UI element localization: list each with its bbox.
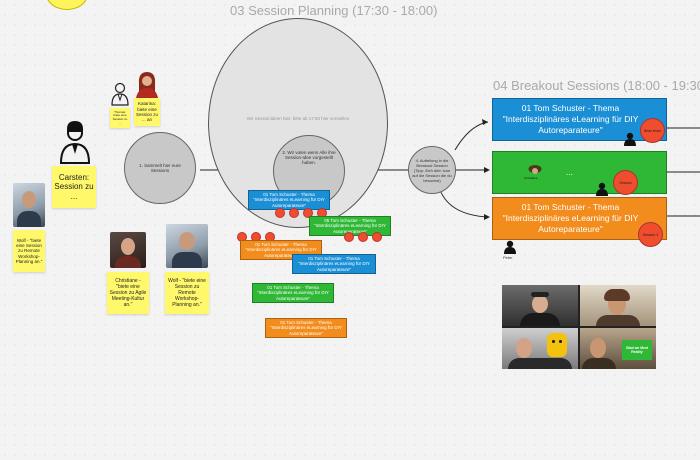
- breakout-row-2-text: ...: [565, 166, 574, 177]
- video-tile-4: Glad we Meet Reality: [580, 328, 656, 369]
- sticky-wolf-left[interactable]: Wolf - "biete eine Session zu Remote Wor…: [13, 230, 45, 272]
- person-icon-thomas[interactable]: [110, 82, 130, 106]
- photo-christiane: [110, 232, 146, 268]
- photo-wolf-left: [13, 183, 45, 227]
- sticky-christiane[interactable]: Christiane - "biete eine Session zu Agil…: [107, 272, 149, 314]
- session-badge-1[interactable]: Brian team: [640, 118, 665, 143]
- session-card-4[interactable]: 01 Tom Schuster - Thema "Interdisziplinä…: [292, 254, 376, 274]
- video-tile-2: [580, 285, 656, 326]
- user-icon[interactable]: [596, 182, 608, 196]
- session-card-6[interactable]: 01 Tom Schuster - Thema "Interdisziplinä…: [265, 318, 347, 338]
- christiane-avatar-label: Christiane: [524, 176, 538, 180]
- peter-label: Peter: [503, 255, 513, 260]
- flow-circle-voten-text: 2. Wir voten wenn Alle ihre Session-Idee…: [282, 149, 336, 165]
- photo-wolf-mid: [166, 224, 208, 268]
- breakout-row-2[interactable]: ...: [492, 151, 667, 194]
- session-pool-text: Wir Sessionideen hier, bitte ab 17:50 hi…: [246, 115, 350, 121]
- sticky-carsten[interactable]: Carsten: Session zu ...: [52, 166, 96, 208]
- session-badge-2[interactable]: Session: [613, 170, 638, 195]
- avatar-katarina[interactable]: [136, 72, 158, 98]
- vote-dot[interactable]: [275, 208, 285, 218]
- breakout-row-1-text: 01 Tom Schuster - Thema "Interdisziplinä…: [502, 102, 639, 136]
- breakout-row-1[interactable]: 01 Tom Schuster - Thema "Interdisziplinä…: [492, 98, 667, 141]
- person-icon-carsten[interactable]: [58, 120, 92, 164]
- vote-dot[interactable]: [289, 208, 299, 218]
- breakout-row-3[interactable]: 01 Tom Schuster - Thema "Interdisziplinä…: [492, 197, 667, 240]
- vote-dot[interactable]: [303, 208, 313, 218]
- video-tile-3: [502, 328, 578, 369]
- christiane-avatar-icon[interactable]: [528, 164, 542, 176]
- session-card-5[interactable]: 01 Tom Schuster - Thema "Interdisziplinä…: [252, 283, 334, 303]
- section-title-session-planning: 03 Session Planning (17:30 - 18:00): [230, 3, 438, 18]
- user-icon-peter[interactable]: [504, 240, 516, 254]
- video-grid: Glad we Meet Reality: [502, 285, 656, 369]
- breakout-row-3-text: 01 Tom Schuster - Thema "Interdisziplinä…: [502, 201, 639, 235]
- section-title-breakout-sessions: 04 Breakout Sessions (18:00 - 19:30): [493, 78, 700, 93]
- vote-dot[interactable]: [372, 232, 382, 242]
- vote-dot[interactable]: [358, 232, 368, 242]
- user-icon[interactable]: [624, 132, 636, 146]
- session-card-1[interactable]: 01 Tom Schuster - Thema "Interdisziplinä…: [248, 190, 330, 210]
- flow-circle-sammelt[interactable]: 1. Sammelt hier eure Sessions: [124, 132, 196, 204]
- video-sign: Glad we Meet Reality: [622, 340, 652, 360]
- sticky-katarina[interactable]: Katarina: biete eine Session zu ... an: [134, 98, 160, 126]
- flow-circle-aufteilung[interactable]: 4. Aufteilung in die Breakout Session (T…: [408, 146, 456, 194]
- flow-circle-aufteilung-text: 4. Aufteilung in die Breakout Session (T…: [412, 157, 452, 183]
- vote-dot[interactable]: [344, 232, 354, 242]
- flow-circle-sammelt-text: 1. Sammelt hier eure Sessions: [139, 163, 181, 173]
- sticky-thomas[interactable]: Thomas: biete eine Session zu ...: [110, 108, 130, 128]
- session-badge-3[interactable]: Session 3: [638, 222, 663, 247]
- sticky-wolf-mid[interactable]: Wolf - "biete eine Session zu Remote Wor…: [165, 272, 209, 314]
- video-tile-1: [502, 285, 578, 326]
